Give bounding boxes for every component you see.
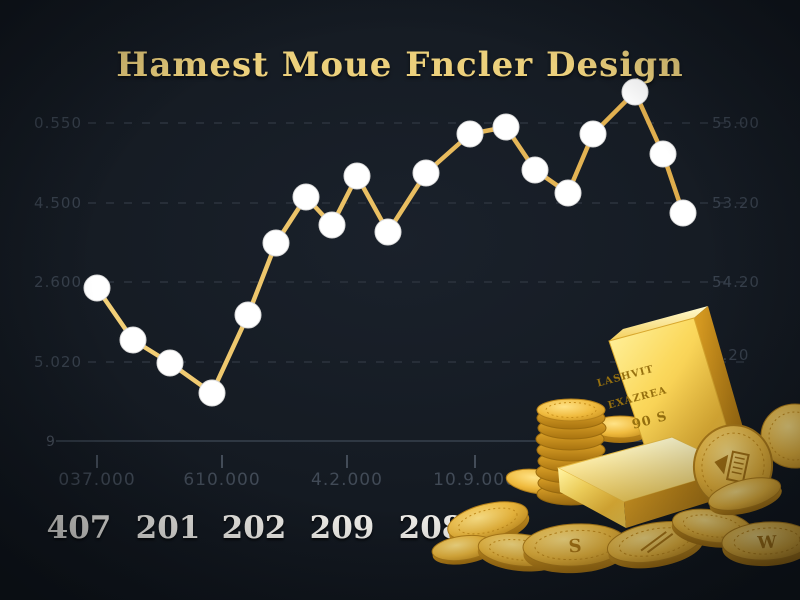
svg-text:W: W	[756, 532, 778, 553]
svg-text:S: S	[568, 536, 582, 558]
